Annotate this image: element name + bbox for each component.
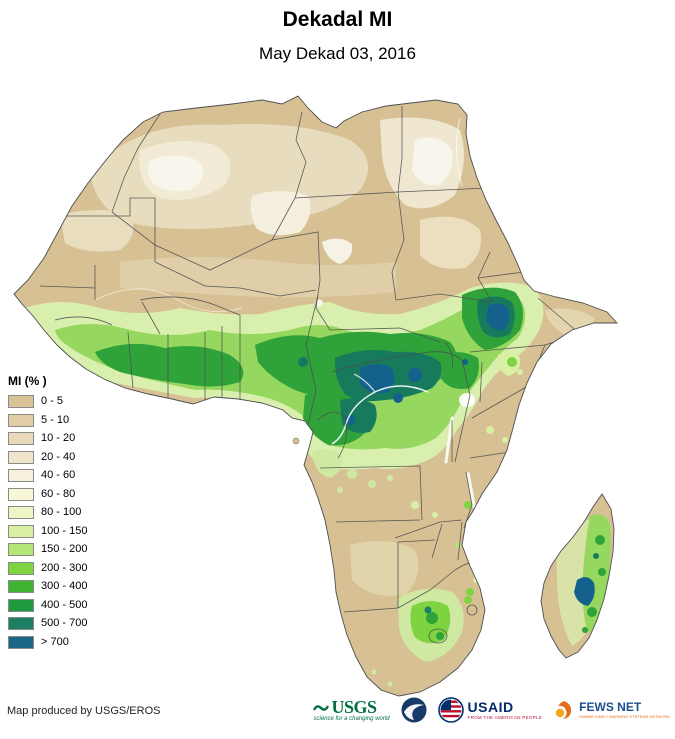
legend-swatch	[8, 413, 34, 427]
legend-swatch	[8, 506, 34, 519]
usaid-wordmark: USAID	[467, 698, 514, 715]
legend-items: 0 - 5 5 - 10 10 - 20 20 - 40 40 - 60 60 - 80 8…	[8, 395, 87, 649]
legend-swatch	[8, 487, 34, 501]
legend-swatch	[8, 432, 34, 445]
fewsnet-logo: FEWS NET FAMINE EARLY WARNING SYSTEMS NE…	[553, 699, 670, 721]
usaid-emblem-icon	[437, 697, 464, 723]
water-features	[94, 117, 476, 508]
legend-item: 100 - 150	[8, 524, 88, 538]
legend-title: MI (% )	[8, 374, 47, 388]
legend-swatch	[8, 543, 34, 556]
fewsnet-icon	[555, 701, 572, 719]
legend-swatch	[8, 450, 34, 464]
legend-swatch	[8, 617, 34, 630]
legend-label: 80 - 100	[41, 506, 82, 518]
fewsnet-wordmark: FEWS NET	[579, 700, 642, 714]
madagascar-moisture	[556, 514, 611, 646]
country-borders	[39, 106, 581, 644]
page-subtitle: May Dekad 03, 2016	[259, 44, 416, 63]
legend-item: 10 - 20	[8, 432, 87, 445]
usgs-wave-icon	[313, 704, 330, 711]
legend-label: 400 - 500	[41, 598, 88, 611]
legend-label: 20 - 40	[41, 450, 76, 463]
legend-item: > 700	[8, 635, 87, 649]
page-title: Dekadal MI	[282, 8, 393, 31]
moisture-bands	[25, 282, 544, 687]
legend-swatch	[8, 635, 34, 649]
map-credit: Map produced by USGS/EROS	[7, 705, 161, 717]
legend-label: 5 - 10	[41, 413, 70, 426]
map-legend: MI (% ) 0 - 5 5 - 10 10 - 20 20 - 40 40 - 60…	[8, 372, 92, 656]
legend-item: 5 - 10	[8, 413, 87, 427]
legend-label: 300 - 400	[41, 580, 88, 592]
partner-logos: USGS science for a changing world	[313, 697, 670, 723]
usgs-logo: USGS science for a changing world	[313, 696, 390, 722]
legend-item: 200 - 300	[8, 561, 88, 575]
legend-label: 60 - 80	[41, 487, 76, 500]
legend-item: 60 - 80	[8, 487, 87, 501]
usaid-logo: USAID FROM THE AMERICAN PEOPLE	[437, 697, 543, 723]
noaa-logo-icon	[401, 697, 427, 723]
dry-zones	[60, 117, 595, 596]
bioko-island	[292, 437, 300, 445]
legend-item: 0 - 5	[8, 395, 87, 408]
legend-item: 80 - 100	[8, 506, 87, 519]
coastlines	[13, 95, 618, 697]
legend-swatch	[8, 598, 34, 612]
legend-item: 40 - 60	[8, 469, 87, 482]
legend-swatch	[8, 580, 34, 593]
legend-label: 200 - 300	[41, 561, 88, 574]
legend-label: 100 - 150	[41, 524, 88, 537]
fewsnet-tagline: FAMINE EARLY WARNING SYSTEMS NETWORK	[579, 714, 670, 719]
legend-item: 400 - 500	[8, 598, 88, 612]
legend-item: 300 - 400	[8, 580, 87, 593]
legend-item: 150 - 200	[8, 543, 87, 556]
legend-swatch	[8, 395, 34, 408]
usgs-wordmark: USGS	[331, 696, 377, 717]
legend-item: 500 - 700	[8, 617, 87, 630]
legend-item: 20 - 40	[8, 450, 87, 464]
legend-swatch	[8, 561, 34, 575]
legend-swatch	[8, 524, 34, 538]
usaid-tagline: FROM THE AMERICAN PEOPLE	[467, 714, 543, 720]
legend-label: 500 - 700	[41, 617, 88, 629]
legend-label: 150 - 200	[41, 543, 88, 555]
legend-label: 10 - 20	[41, 432, 76, 444]
legend-label: 0 - 5	[41, 395, 64, 407]
usgs-tagline: science for a changing world	[313, 715, 390, 722]
legend-swatch	[8, 469, 34, 482]
legend-label: 40 - 60	[41, 469, 76, 481]
legend-label: > 700	[41, 635, 69, 648]
